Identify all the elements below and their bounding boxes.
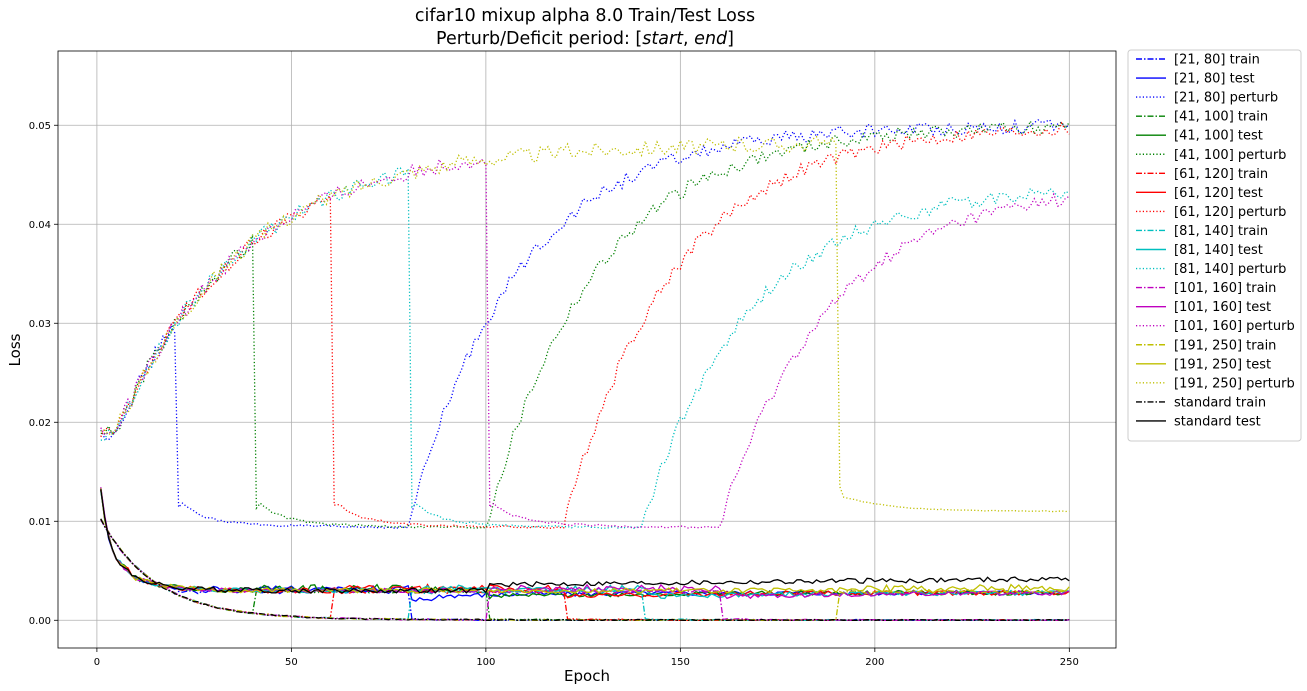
x-tick-label: 250 xyxy=(1060,657,1079,668)
y-tick-label: 0.05 xyxy=(29,121,51,132)
series-line xyxy=(100,135,1070,513)
legend-label: [81, 140] perturb xyxy=(1174,262,1286,277)
axis-ticks: 0 50 100 150 200 250 0.00 0.01 0.02 0.03 0.04 0.05 xyxy=(29,121,1079,668)
legend-label: [191, 250] test xyxy=(1174,357,1271,372)
x-tick-label: 200 xyxy=(865,657,884,668)
series-line xyxy=(100,519,1070,621)
legend-label: [191, 250] train xyxy=(1174,338,1276,353)
series-line xyxy=(100,489,1070,594)
y-axis-label: Loss xyxy=(6,333,24,366)
legend-label: [191, 250] perturb xyxy=(1174,376,1295,391)
legend-label: [41, 100] test xyxy=(1174,129,1263,144)
legend-label: standard test xyxy=(1174,414,1261,429)
x-tick-label: 150 xyxy=(671,657,690,668)
series-line xyxy=(100,519,1070,621)
series-line xyxy=(100,491,1070,600)
chart-title: cifar10 mixup alpha 8.0 Train/Test Loss xyxy=(415,6,755,26)
legend-label: [101, 160] test xyxy=(1174,300,1271,315)
legend-label: [41, 100] perturb xyxy=(1174,148,1286,163)
series-line xyxy=(100,488,1070,600)
y-tick-label: 0.03 xyxy=(29,319,51,330)
x-tick-label: 100 xyxy=(476,657,495,668)
series-line xyxy=(100,518,1070,621)
series-line xyxy=(100,121,1070,530)
x-tick-label: 0 xyxy=(94,657,100,668)
y-tick-label: 0.02 xyxy=(29,418,51,429)
series-line xyxy=(100,119,1070,529)
series-line xyxy=(100,488,1070,594)
legend-label: [61, 120] test xyxy=(1174,186,1263,201)
y-tick-label: 0.00 xyxy=(29,616,51,627)
series-line xyxy=(100,490,1070,599)
series-line xyxy=(100,157,1070,529)
series-line xyxy=(100,519,1070,621)
legend-label: [61, 120] train xyxy=(1174,167,1268,182)
x-tick-label: 50 xyxy=(285,657,298,668)
legend: [21, 80] train [21, 80] test [21, 80] pert… xyxy=(1127,49,1302,442)
series-line xyxy=(100,487,1070,600)
plot-area-frame xyxy=(57,50,1117,649)
grid xyxy=(58,51,1116,648)
legend-label: [41, 100] train xyxy=(1174,110,1268,125)
y-tick-label: 0.01 xyxy=(29,517,51,528)
legend-label: [21, 80] perturb xyxy=(1174,91,1278,106)
legend-label: [101, 160] perturb xyxy=(1174,319,1295,334)
legend-label: [81, 140] test xyxy=(1174,243,1263,258)
series-line xyxy=(100,518,1070,621)
legend-label: [81, 140] train xyxy=(1174,224,1268,239)
series-line xyxy=(100,118,1070,530)
legend-label: [101, 160] train xyxy=(1174,281,1276,296)
legend-label: standard train xyxy=(1174,395,1266,410)
series-line xyxy=(100,518,1070,621)
legend-label: [61, 120] perturb xyxy=(1174,205,1286,220)
series-line xyxy=(100,518,1070,621)
legend-frame xyxy=(1127,49,1302,442)
legend-label: [21, 80] train xyxy=(1174,53,1260,68)
y-tick-label: 0.04 xyxy=(29,220,51,231)
series-line xyxy=(100,166,1070,530)
chart-subtitle: Perturb/Deficit period: [start, end] xyxy=(436,29,734,49)
x-axis-label: Epoch xyxy=(564,667,610,685)
series-lines xyxy=(100,118,1070,621)
legend-label: [21, 80] test xyxy=(1174,72,1255,87)
